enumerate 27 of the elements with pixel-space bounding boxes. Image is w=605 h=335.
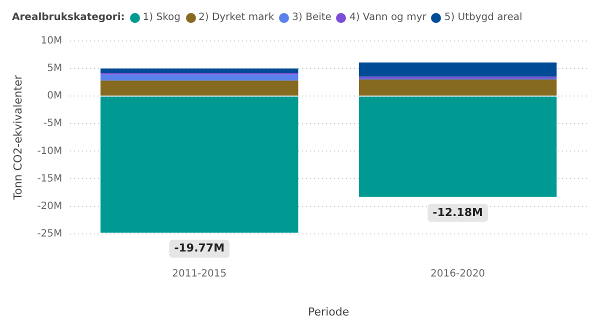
legend-label: 1) Skog — [142, 12, 180, 23]
legend-title: Arealbrukskategori: — [12, 12, 125, 23]
x-tick-label: 2016-2020 — [430, 268, 486, 280]
y-tick-label: 5M — [47, 63, 62, 74]
bar — [100, 68, 298, 73]
y-tick-label: 10M — [40, 36, 62, 47]
y-tick-label: -25M — [37, 228, 62, 240]
total-label: -12.18M — [432, 206, 483, 219]
y-tick-label: -5M — [44, 118, 62, 130]
x-tick-label: 2011-2015 — [172, 268, 227, 280]
legend-label: 5) Utbygd areal — [443, 12, 522, 23]
bar — [358, 80, 557, 96]
bar — [358, 62, 557, 77]
y-tick-label: -20M — [37, 200, 62, 212]
legend-label: 2) Dyrket mark — [198, 12, 274, 23]
y-tick-label: -15M — [37, 173, 62, 184]
legend-label: 3) Beite — [291, 12, 332, 23]
legend-label: 4) Vann og myr — [348, 12, 426, 23]
total-label: -19.77M — [174, 242, 225, 255]
y-axis-title: Tonn CO2-ekvivalenter — [11, 74, 24, 201]
bar — [100, 74, 298, 81]
y-tick-label: 0M — [47, 90, 62, 102]
bar — [100, 96, 298, 233]
y-tick-label: -10M — [37, 146, 62, 157]
bar — [100, 80, 298, 96]
x-axis-title: Periode — [308, 305, 350, 318]
bar — [358, 96, 557, 197]
